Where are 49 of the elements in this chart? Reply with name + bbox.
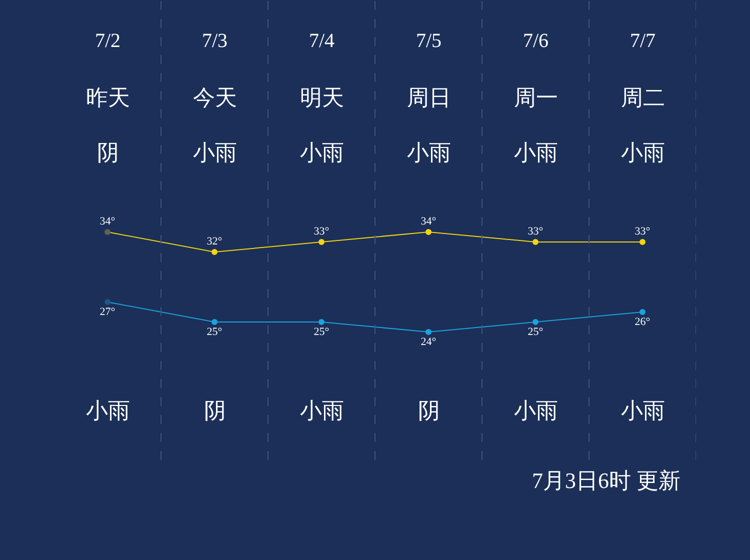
point (640, 309, 646, 315)
x-tick-label: 7/3 (202, 30, 228, 52)
data-label: 26° (634, 316, 650, 328)
text: 阴 (97, 140, 119, 165)
data-label: 33° (314, 226, 330, 238)
text: 小雨 (621, 398, 665, 423)
data-label: 32° (206, 236, 222, 248)
point (426, 229, 432, 235)
data-label: 33° (528, 226, 544, 238)
text: 小雨 (193, 140, 237, 165)
text: 小雨 (514, 140, 558, 165)
data-label: 24° (420, 336, 436, 348)
text: 小雨 (621, 140, 665, 165)
text: 7月3日6时 更新 (532, 468, 680, 493)
point (640, 239, 646, 245)
data-label: 25° (314, 326, 330, 338)
x-tick-label: 7/4 (309, 30, 335, 52)
point (532, 319, 538, 325)
x-tick-label: 7/5 (416, 30, 442, 52)
text: 小雨 (300, 140, 344, 165)
data-label: 25° (206, 326, 222, 338)
x-tick-label: 7/7 (630, 30, 656, 52)
point (104, 229, 110, 235)
data-label: 27° (100, 306, 116, 318)
point (426, 329, 432, 335)
data-label: 33° (634, 226, 650, 238)
point (212, 249, 218, 255)
data-label: 25° (528, 326, 544, 338)
x-tick-label: 7/2 (95, 30, 121, 52)
text: 今天 (193, 85, 237, 110)
text: 明天 (300, 85, 344, 110)
text: 小雨 (300, 398, 344, 423)
text: 小雨 (407, 140, 451, 165)
text: 阴 (418, 398, 440, 423)
x-tick-label: 7/6 (523, 30, 549, 52)
text: 昨天 (86, 85, 130, 110)
point (318, 239, 324, 245)
text: 周二 (621, 85, 665, 110)
text: 阴 (204, 398, 226, 423)
point (532, 239, 538, 245)
text: 小雨 (514, 398, 558, 423)
text: 周一 (514, 85, 558, 110)
point (104, 299, 110, 305)
data-label: 34° (100, 216, 116, 228)
text: 小雨 (86, 398, 130, 423)
data-label: 34° (420, 216, 436, 228)
point (318, 319, 324, 325)
point (212, 319, 218, 325)
text: 周日 (407, 85, 451, 110)
